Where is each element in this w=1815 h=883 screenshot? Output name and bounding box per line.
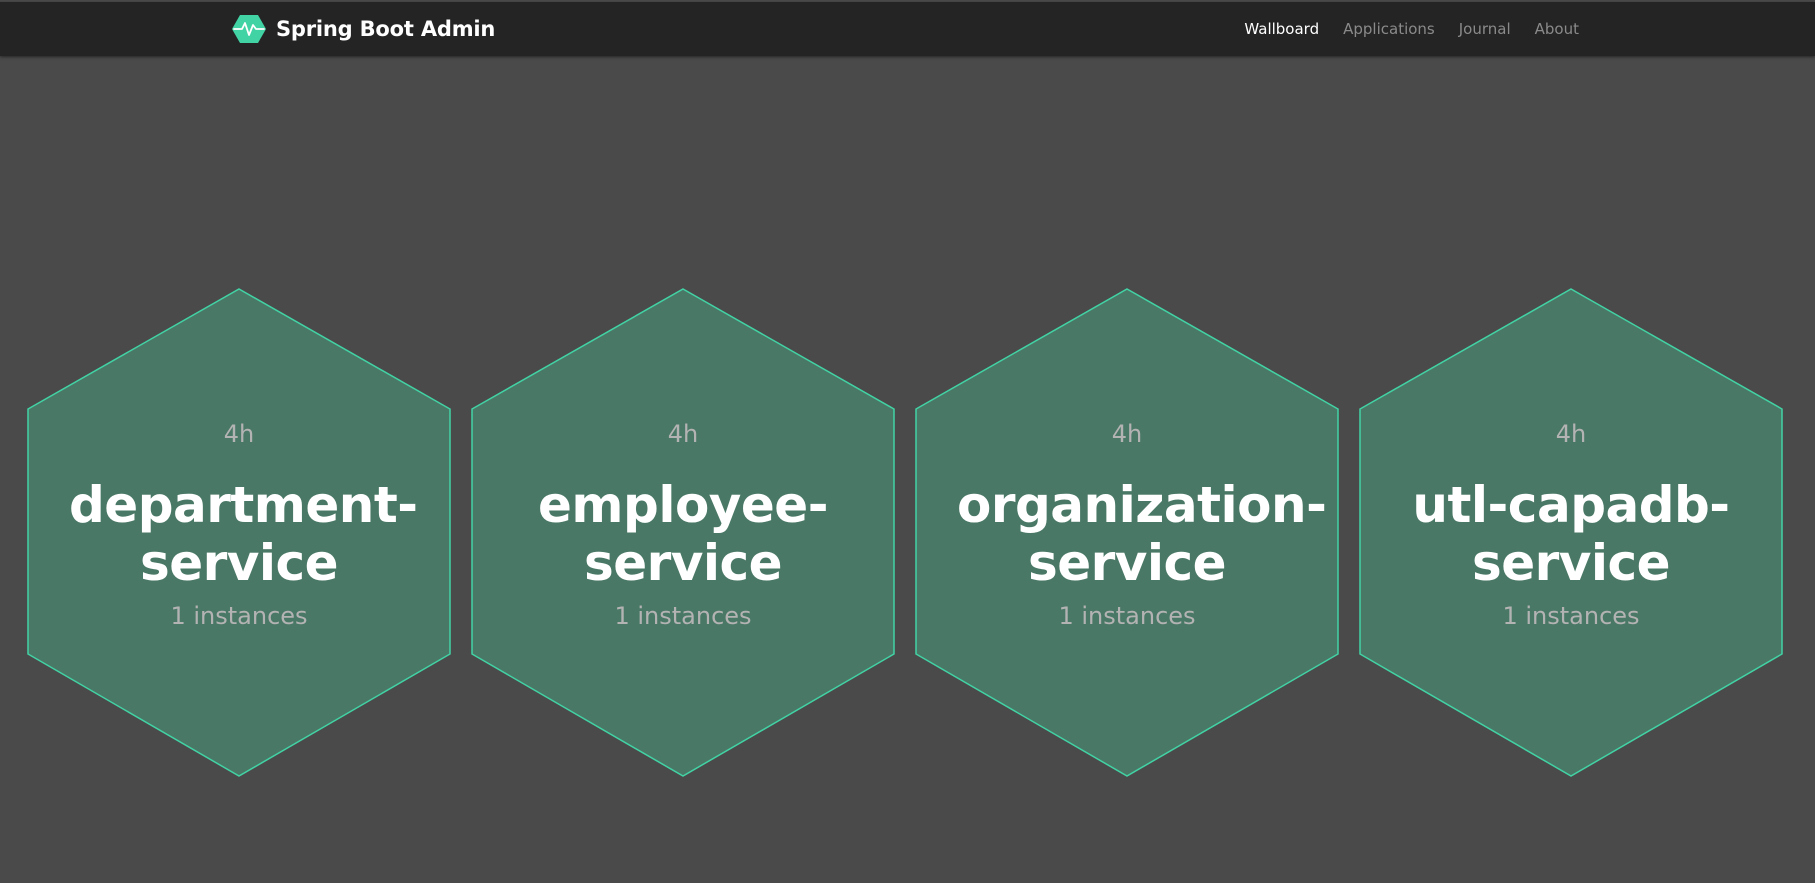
nav-item-about[interactable]: About bbox=[1534, 20, 1579, 38]
navbar: Spring Boot Admin Wallboard Applications… bbox=[0, 2, 1815, 56]
nav-item-journal[interactable]: Journal bbox=[1458, 20, 1511, 38]
nav-menu: Wallboard Applications Journal About bbox=[1220, 2, 1579, 56]
brand-link[interactable]: Spring Boot Admin bbox=[232, 2, 495, 56]
app-tile-organization-service[interactable] bbox=[915, 288, 1339, 777]
app-tile-utl-capadb-service[interactable] bbox=[1359, 288, 1783, 777]
wallboard: 4h department- service 1 instances 4h em… bbox=[0, 56, 1815, 883]
app-tile-department-service[interactable] bbox=[27, 288, 451, 777]
nav-item-applications[interactable]: Applications bbox=[1343, 20, 1435, 38]
nav-item-wallboard[interactable]: Wallboard bbox=[1244, 20, 1320, 38]
heartbeat-hexagon-icon bbox=[232, 15, 266, 43]
hexagon-grid bbox=[27, 288, 1783, 777]
app-tile-employee-service[interactable] bbox=[471, 288, 895, 777]
brand-name: Spring Boot Admin bbox=[276, 17, 496, 41]
